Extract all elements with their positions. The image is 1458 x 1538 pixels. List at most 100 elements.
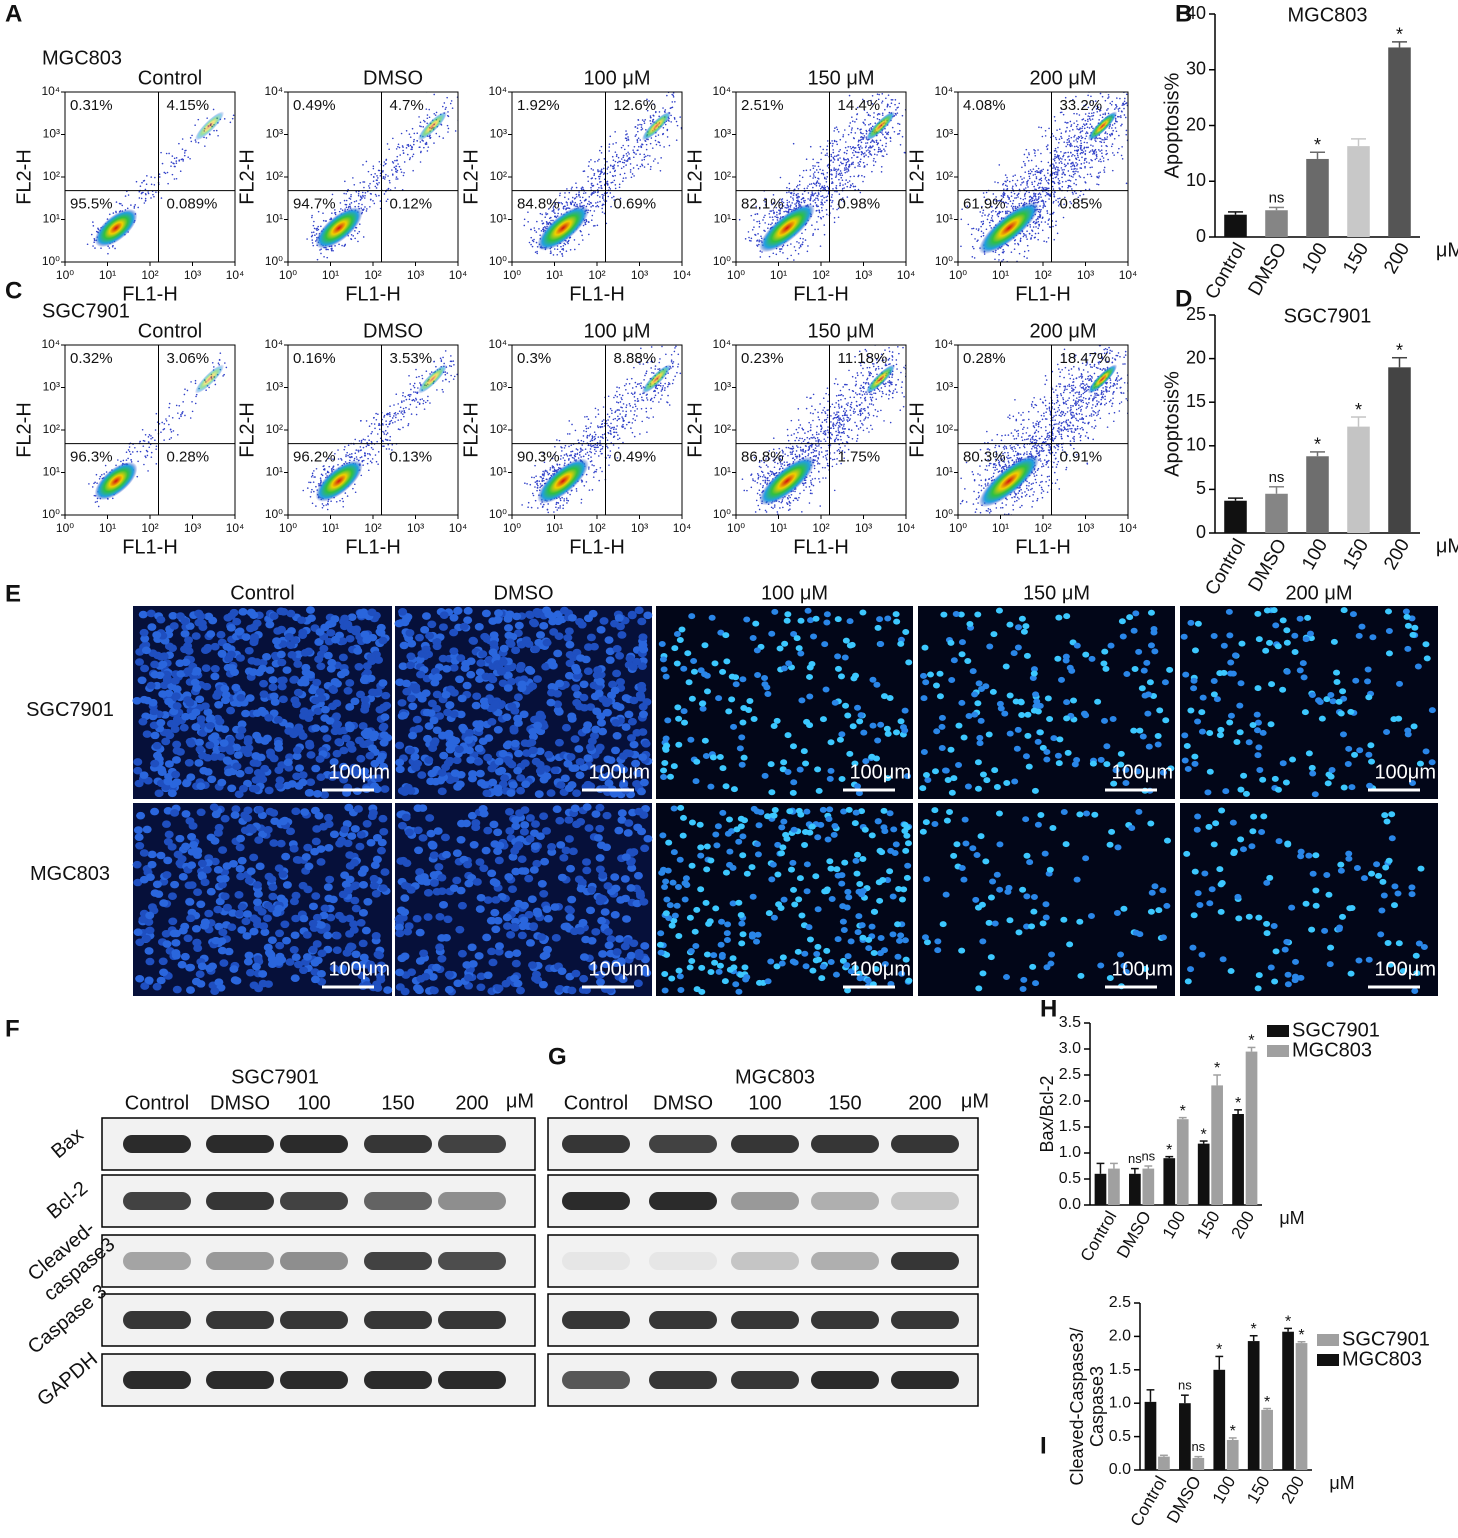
event-dot bbox=[1108, 96, 1110, 98]
event-dot bbox=[527, 221, 529, 223]
event-dot bbox=[1048, 127, 1050, 130]
event-dot bbox=[352, 177, 354, 179]
event-dot bbox=[408, 408, 410, 410]
event-dot bbox=[637, 130, 639, 133]
event-dot bbox=[383, 445, 385, 448]
event-dot bbox=[1029, 169, 1032, 171]
event-dot bbox=[150, 456, 153, 458]
event-dot bbox=[598, 158, 600, 161]
event-dot bbox=[639, 165, 642, 168]
event-dot bbox=[372, 165, 375, 167]
event-dot bbox=[1132, 101, 1134, 103]
event-dot bbox=[319, 477, 322, 479]
event-dot bbox=[339, 499, 341, 502]
event-dot bbox=[897, 106, 899, 109]
event-dot bbox=[100, 247, 102, 249]
event-dot bbox=[373, 176, 375, 178]
event-dot bbox=[1120, 116, 1122, 119]
event-dot bbox=[1107, 97, 1109, 99]
event-dot bbox=[868, 147, 870, 149]
event-dot bbox=[869, 114, 871, 117]
event-dot bbox=[146, 175, 148, 177]
event-dot bbox=[379, 207, 382, 210]
event-dot bbox=[343, 448, 346, 451]
event-dot bbox=[1021, 178, 1023, 180]
quadrant-percent: 33.2% bbox=[1060, 97, 1103, 114]
event-dot bbox=[1119, 89, 1121, 91]
event-dot bbox=[876, 93, 879, 95]
event-dot bbox=[830, 173, 832, 176]
event-dot bbox=[831, 177, 833, 180]
event-dot bbox=[826, 140, 829, 142]
event-dot bbox=[219, 352, 222, 354]
event-dot bbox=[409, 403, 412, 406]
event-dot bbox=[797, 202, 800, 205]
event-dot bbox=[1103, 171, 1106, 173]
event-dot bbox=[650, 137, 653, 139]
density-tail bbox=[641, 111, 672, 141]
event-dot bbox=[671, 93, 673, 96]
event-dot bbox=[387, 188, 389, 190]
event-dot bbox=[831, 201, 833, 204]
event-dot bbox=[859, 139, 861, 142]
event-dot bbox=[530, 228, 532, 231]
event-dot bbox=[428, 135, 431, 138]
event-dot bbox=[147, 191, 149, 193]
event-dot bbox=[1075, 161, 1077, 164]
event-dot bbox=[979, 264, 981, 266]
event-dot bbox=[1016, 179, 1019, 182]
event-dot bbox=[370, 422, 373, 425]
event-dot bbox=[117, 459, 119, 461]
event-dot bbox=[801, 232, 803, 235]
event-dot bbox=[542, 227, 545, 229]
event-dot bbox=[1047, 169, 1049, 171]
event-dot bbox=[994, 251, 997, 253]
event-dot bbox=[1120, 124, 1122, 127]
event-dot bbox=[662, 126, 665, 129]
event-dot bbox=[1069, 180, 1072, 182]
event-dot bbox=[633, 152, 636, 154]
event-dot bbox=[645, 370, 648, 373]
event-dot bbox=[569, 201, 572, 204]
event-dot bbox=[1079, 127, 1081, 129]
event-dot bbox=[462, 354, 464, 356]
event-dot bbox=[1022, 160, 1025, 163]
event-dot bbox=[847, 133, 850, 136]
event-dot bbox=[1125, 102, 1128, 104]
event-dot bbox=[1087, 115, 1090, 117]
event-dot bbox=[597, 169, 599, 171]
event-dot bbox=[535, 241, 538, 244]
event-dot bbox=[1138, 120, 1140, 122]
event-dot bbox=[582, 192, 585, 195]
event-dot bbox=[1073, 182, 1075, 185]
event-dot bbox=[632, 156, 635, 159]
event-dot bbox=[610, 164, 612, 167]
event-dot bbox=[847, 158, 850, 161]
event-dot bbox=[1068, 159, 1071, 161]
event-dot bbox=[640, 146, 643, 149]
event-dot bbox=[639, 123, 641, 126]
event-dot bbox=[403, 161, 406, 163]
event-dot bbox=[790, 254, 792, 257]
event-dot bbox=[359, 456, 362, 459]
event-dot bbox=[758, 240, 760, 243]
event-dot bbox=[433, 93, 435, 96]
event-dot bbox=[397, 403, 399, 405]
event-dot bbox=[421, 377, 424, 380]
event-dot bbox=[605, 200, 608, 202]
event-dot bbox=[813, 193, 815, 195]
event-dot bbox=[1119, 115, 1122, 117]
event-dot bbox=[684, 385, 686, 387]
event-dot bbox=[690, 107, 692, 109]
event-dot bbox=[612, 444, 615, 446]
event-dot bbox=[365, 210, 368, 212]
event-dot bbox=[597, 205, 600, 208]
event-dot bbox=[622, 177, 625, 179]
event-dot bbox=[590, 206, 592, 208]
event-dot bbox=[612, 428, 615, 431]
event-dot bbox=[1108, 125, 1111, 128]
event-dot bbox=[381, 422, 384, 425]
event-dot bbox=[391, 169, 393, 171]
event-dot bbox=[609, 407, 612, 410]
event-dot bbox=[392, 174, 394, 176]
